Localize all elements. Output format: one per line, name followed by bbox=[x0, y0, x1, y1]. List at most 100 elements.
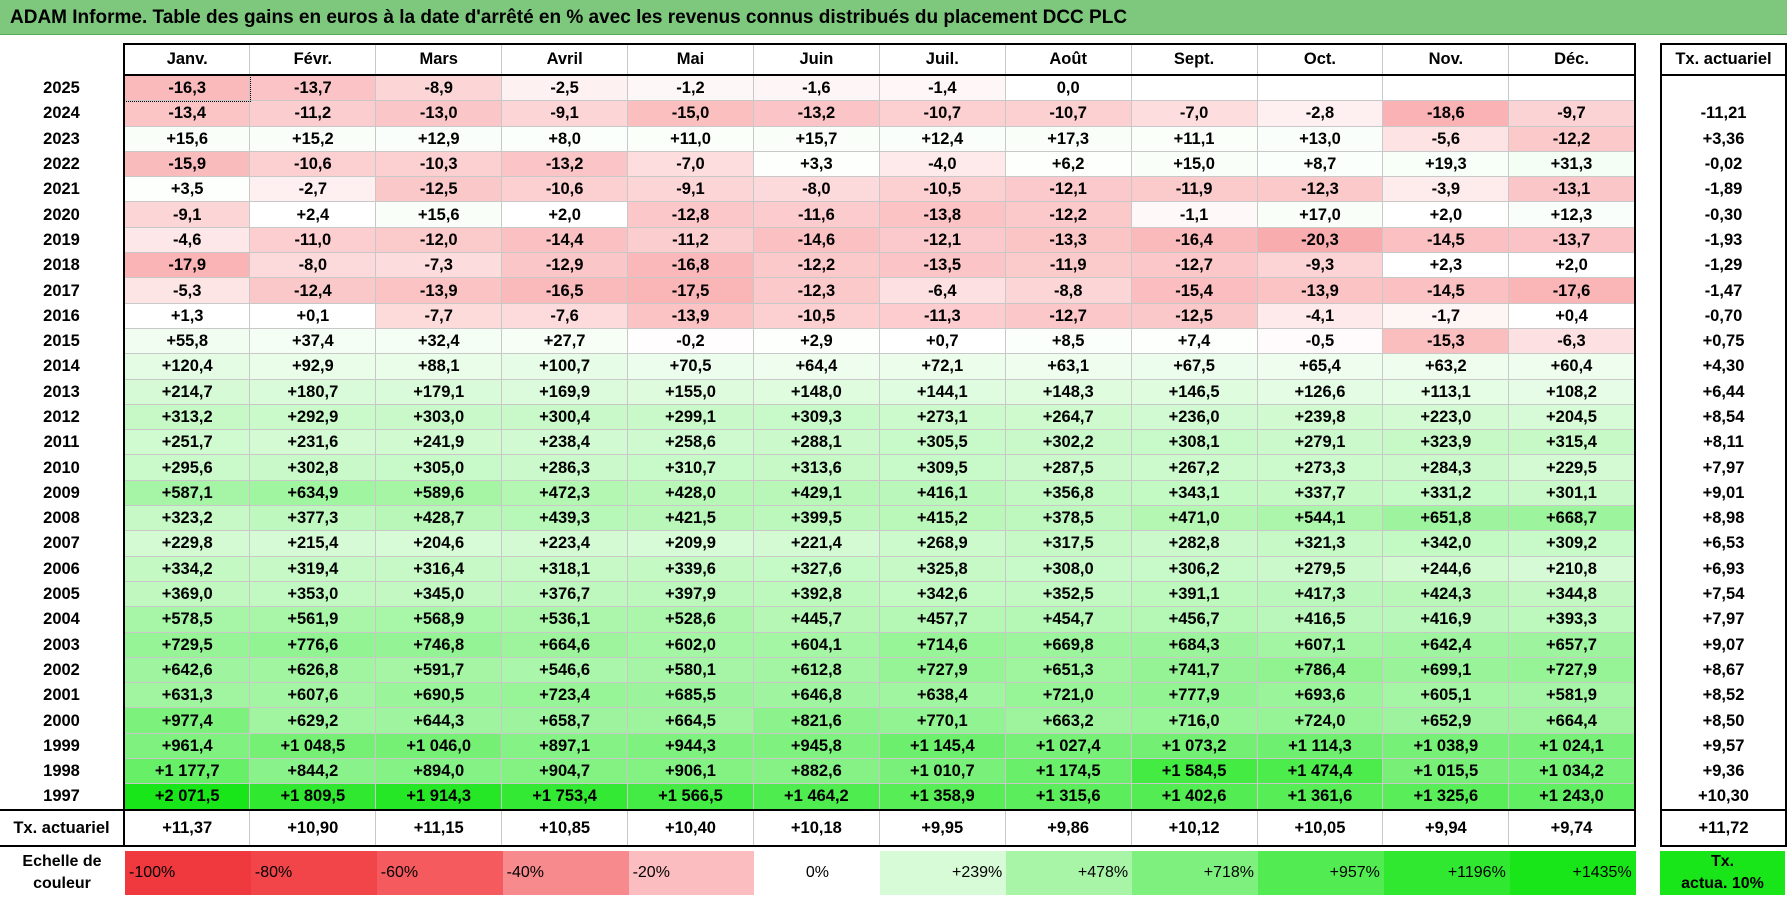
gain-cell[interactable]: -11,6 bbox=[752, 201, 880, 228]
gain-cell[interactable]: +727,9 bbox=[1508, 656, 1636, 684]
gain-cell[interactable]: +12,3 bbox=[1508, 201, 1636, 228]
gain-cell[interactable]: +397,9 bbox=[627, 580, 754, 608]
gain-cell[interactable]: +391,1 bbox=[1130, 580, 1258, 608]
gain-cell[interactable]: +223,4 bbox=[501, 530, 629, 557]
gain-cell[interactable]: +8,0 bbox=[501, 125, 629, 152]
gain-cell[interactable]: -14,4 bbox=[501, 226, 629, 254]
gain-cell[interactable]: +604,1 bbox=[752, 631, 880, 658]
gain-cell[interactable]: +204,6 bbox=[375, 530, 503, 557]
gain-cell[interactable]: +279,1 bbox=[1256, 429, 1384, 456]
gain-cell[interactable]: +428,7 bbox=[375, 505, 503, 532]
gain-cell[interactable]: +282,8 bbox=[1130, 530, 1258, 557]
gain-cell[interactable]: +1 361,6 bbox=[1256, 783, 1384, 811]
gain-cell[interactable]: +821,6 bbox=[752, 707, 880, 734]
gain-cell[interactable]: +716,0 bbox=[1130, 707, 1258, 734]
gain-cell[interactable]: -18,6 bbox=[1382, 100, 1510, 127]
gain-cell[interactable]: +63,2 bbox=[1382, 353, 1510, 380]
gain-cell[interactable]: +241,9 bbox=[375, 429, 503, 456]
gain-cell[interactable]: +169,9 bbox=[501, 378, 629, 405]
gain-cell[interactable]: +1 315,6 bbox=[1004, 783, 1132, 811]
gain-cell[interactable]: +961,4 bbox=[123, 732, 251, 760]
gain-cell[interactable]: +844,2 bbox=[249, 758, 377, 785]
gain-cell[interactable]: +299,1 bbox=[627, 403, 754, 431]
gain-cell[interactable]: +12,9 bbox=[375, 125, 503, 152]
gain-cell[interactable]: +568,9 bbox=[375, 606, 503, 633]
gain-cell[interactable]: -10,3 bbox=[375, 150, 503, 178]
gain-cell[interactable]: -8,8 bbox=[1004, 277, 1132, 304]
gain-cell[interactable]: +108,2 bbox=[1508, 378, 1636, 405]
gain-cell[interactable]: -12,5 bbox=[1130, 302, 1258, 329]
gain-cell[interactable]: +339,6 bbox=[627, 555, 754, 582]
gain-cell[interactable]: -16,3 bbox=[123, 74, 251, 102]
gain-cell[interactable]: +352,5 bbox=[1004, 580, 1132, 608]
gain-cell[interactable]: +631,3 bbox=[123, 682, 251, 709]
gain-cell[interactable]: +1 114,3 bbox=[1256, 732, 1384, 760]
gain-cell[interactable]: -13,2 bbox=[752, 100, 880, 127]
gain-cell[interactable]: +273,3 bbox=[1256, 454, 1384, 481]
gain-cell[interactable]: +1 584,5 bbox=[1130, 758, 1258, 785]
gain-cell[interactable]: +746,8 bbox=[375, 631, 503, 658]
gain-cell[interactable]: +658,7 bbox=[501, 707, 629, 734]
gain-cell[interactable]: +65,4 bbox=[1256, 353, 1384, 380]
gain-cell[interactable]: -12,2 bbox=[752, 252, 880, 279]
gain-cell[interactable]: +602,0 bbox=[627, 631, 754, 658]
gain-cell[interactable]: -11,0 bbox=[249, 226, 377, 254]
gain-cell[interactable]: +215,4 bbox=[249, 530, 377, 557]
gain-cell[interactable]: +148,3 bbox=[1004, 378, 1132, 405]
gain-cell[interactable] bbox=[1508, 74, 1636, 102]
gain-cell[interactable]: +303,0 bbox=[375, 403, 503, 431]
gain-cell[interactable]: -14,5 bbox=[1382, 226, 1510, 254]
gain-cell[interactable]: +67,5 bbox=[1130, 353, 1258, 380]
gain-cell[interactable]: +724,0 bbox=[1256, 707, 1384, 734]
gain-cell[interactable]: +1 243,0 bbox=[1508, 783, 1636, 811]
gain-cell[interactable]: -7,0 bbox=[627, 150, 754, 178]
gain-cell[interactable]: +17,0 bbox=[1256, 201, 1384, 228]
gain-cell[interactable]: +1 809,5 bbox=[249, 783, 377, 811]
gain-cell[interactable]: +1 914,3 bbox=[375, 783, 503, 811]
gain-cell[interactable]: +239,8 bbox=[1256, 403, 1384, 431]
gain-cell[interactable]: +723,4 bbox=[501, 682, 629, 709]
gain-cell[interactable]: +528,6 bbox=[627, 606, 754, 633]
gain-cell[interactable]: -17,9 bbox=[123, 252, 251, 279]
gain-cell[interactable]: +1 038,9 bbox=[1382, 732, 1510, 760]
gain-cell[interactable]: +301,1 bbox=[1508, 479, 1636, 507]
gain-cell[interactable]: +581,9 bbox=[1508, 682, 1636, 709]
gain-cell[interactable]: -4,6 bbox=[123, 226, 251, 254]
gain-cell[interactable]: -12,9 bbox=[501, 252, 629, 279]
gain-cell[interactable]: +977,4 bbox=[123, 707, 251, 734]
gain-cell[interactable]: +1,3 bbox=[123, 302, 251, 329]
gain-cell[interactable]: -0,2 bbox=[627, 327, 754, 355]
gain-cell[interactable]: +472,3 bbox=[501, 479, 629, 507]
gain-cell[interactable]: +439,3 bbox=[501, 505, 629, 532]
gain-cell[interactable]: +1 177,7 bbox=[123, 758, 251, 785]
gain-cell[interactable]: +8,7 bbox=[1256, 150, 1384, 178]
gain-cell[interactable]: +342,0 bbox=[1382, 530, 1510, 557]
gain-cell[interactable]: -2,7 bbox=[249, 176, 377, 203]
gain-cell[interactable]: +315,4 bbox=[1508, 429, 1636, 456]
gain-cell[interactable]: +944,3 bbox=[627, 732, 754, 760]
gain-cell[interactable]: +264,7 bbox=[1004, 403, 1132, 431]
gain-cell[interactable]: +244,6 bbox=[1382, 555, 1510, 582]
gain-cell[interactable]: +429,1 bbox=[752, 479, 880, 507]
gain-cell[interactable]: +267,2 bbox=[1130, 454, 1258, 481]
gain-cell[interactable]: -13,5 bbox=[878, 252, 1006, 279]
gain-cell[interactable]: -10,7 bbox=[1004, 100, 1132, 127]
gain-cell[interactable]: -1,1 bbox=[1130, 201, 1258, 228]
gain-cell[interactable]: +392,8 bbox=[752, 580, 880, 608]
gain-cell[interactable]: +1 034,2 bbox=[1508, 758, 1636, 785]
gain-cell[interactable]: +399,5 bbox=[752, 505, 880, 532]
gain-cell[interactable]: +2,0 bbox=[1508, 252, 1636, 279]
gain-cell[interactable]: +3,3 bbox=[752, 150, 880, 178]
gain-cell[interactable]: +279,5 bbox=[1256, 555, 1384, 582]
gain-cell[interactable]: +457,7 bbox=[878, 606, 1006, 633]
gain-cell[interactable]: +1 474,4 bbox=[1256, 758, 1384, 785]
gain-cell[interactable]: +668,7 bbox=[1508, 505, 1636, 532]
gain-cell[interactable]: +416,5 bbox=[1256, 606, 1384, 633]
gain-cell[interactable]: +268,9 bbox=[878, 530, 1006, 557]
gain-cell[interactable]: +376,7 bbox=[501, 580, 629, 608]
gain-cell[interactable]: +1 174,5 bbox=[1004, 758, 1132, 785]
gain-cell[interactable]: -15,4 bbox=[1130, 277, 1258, 304]
gain-cell[interactable]: +15,7 bbox=[752, 125, 880, 152]
gain-cell[interactable]: -12,8 bbox=[627, 201, 754, 228]
gain-cell[interactable]: +651,3 bbox=[1004, 656, 1132, 684]
